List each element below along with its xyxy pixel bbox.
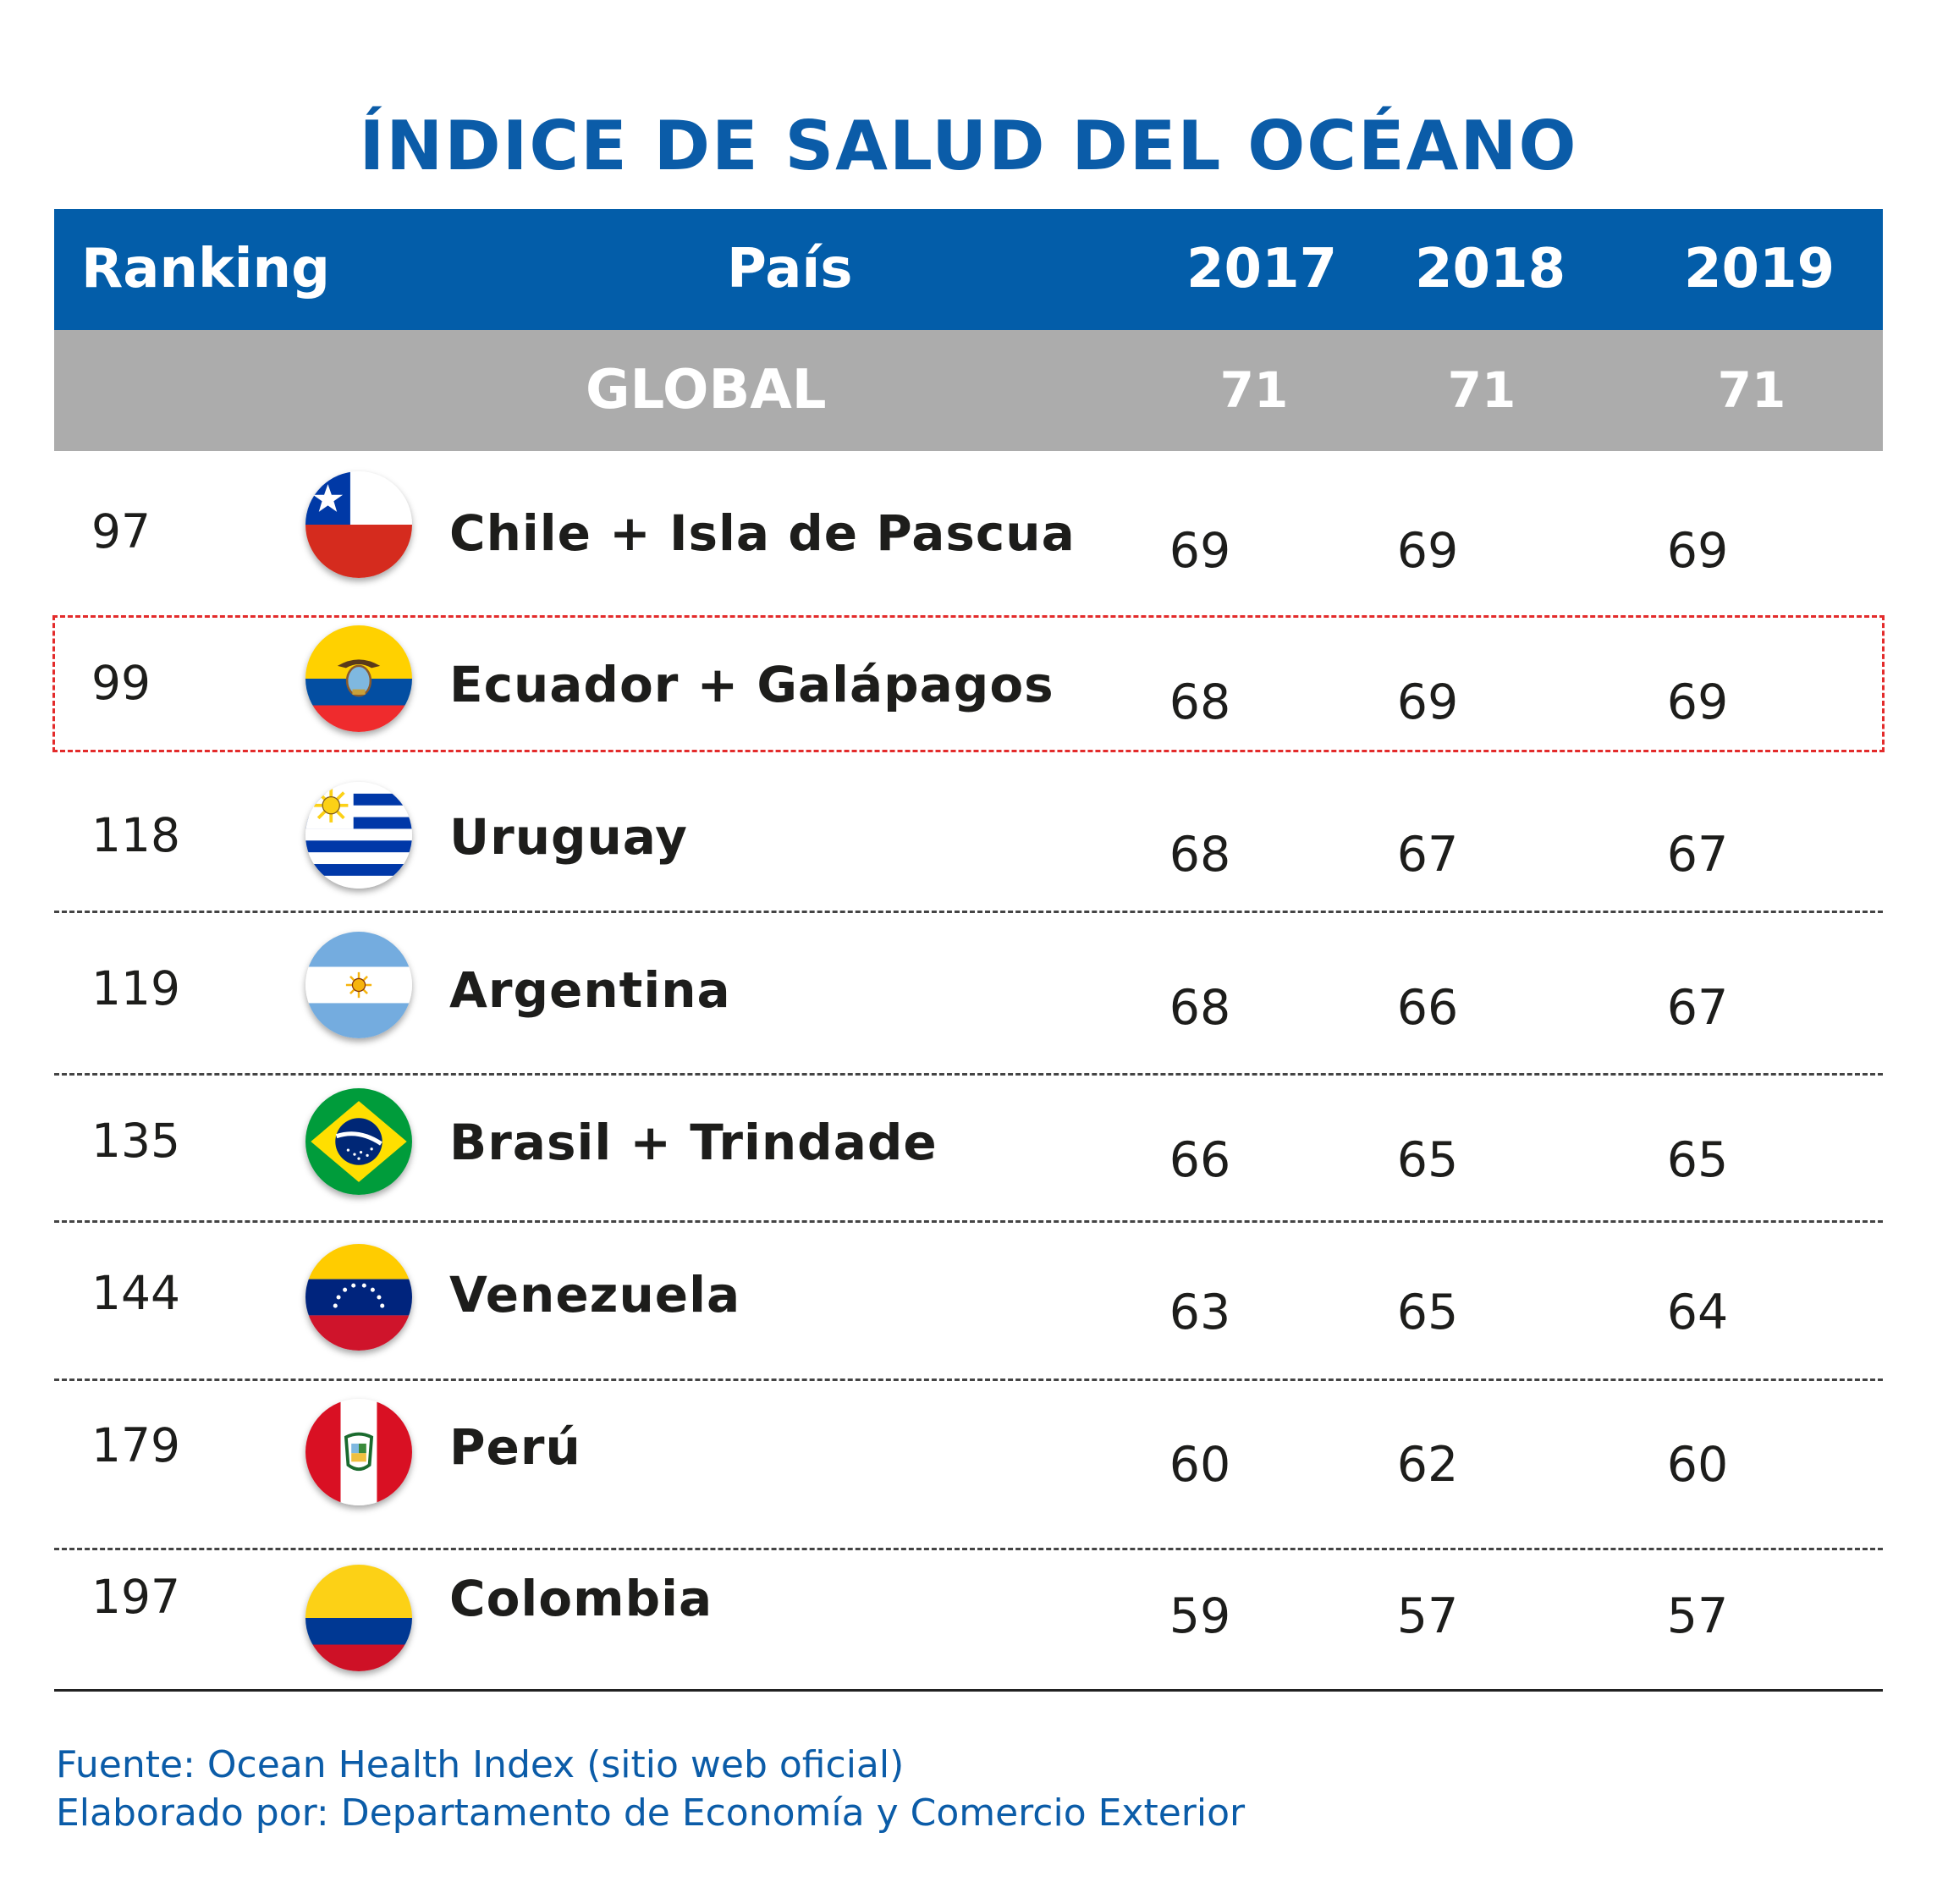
venezuela-flag-icon xyxy=(305,1244,412,1351)
value-cell-2018: 65 xyxy=(1396,1132,1459,1188)
country-cell: Argentina xyxy=(449,961,731,1019)
rank-cell: 119 xyxy=(91,961,180,1015)
ecuador-flag-icon xyxy=(305,625,412,732)
column-header-2019: 2019 xyxy=(1684,238,1835,300)
row-separator xyxy=(54,911,1883,913)
footer-author: Elaborado por: Departamento de Economía … xyxy=(56,1791,1246,1835)
footer-source: Fuente: Ocean Health Index (sitio web of… xyxy=(56,1743,905,1786)
column-header-country: País xyxy=(727,238,853,300)
country-cell: Brasil + Trindade xyxy=(449,1114,938,1171)
column-header-ranking: Ranking xyxy=(81,238,330,300)
ecuador-highlight-box xyxy=(52,615,1885,752)
rank-cell: 99 xyxy=(91,656,151,710)
value-cell-2018: 69 xyxy=(1396,674,1459,730)
peru-flag-icon xyxy=(305,1399,412,1505)
value-cell-2017: 59 xyxy=(1169,1588,1231,1644)
value-cell-2017: 68 xyxy=(1169,827,1231,883)
brazil-flag-icon xyxy=(305,1088,412,1195)
value-cell-2019: 69 xyxy=(1666,674,1729,730)
uruguay-flag-icon xyxy=(305,782,412,889)
global-value-2017: 71 xyxy=(1219,361,1289,419)
country-cell: Venezuela xyxy=(449,1266,741,1323)
value-cell-2018: 66 xyxy=(1396,980,1459,1036)
row-separator xyxy=(54,1073,1883,1076)
value-cell-2019: 64 xyxy=(1666,1285,1729,1340)
table-bottom-rule xyxy=(54,1689,1883,1692)
value-cell-2018: 69 xyxy=(1396,523,1459,579)
rank-cell: 118 xyxy=(91,808,180,862)
global-value-2019: 71 xyxy=(1717,361,1786,419)
value-cell-2019: 67 xyxy=(1666,827,1729,883)
rank-cell: 135 xyxy=(91,1114,180,1168)
value-cell-2018: 62 xyxy=(1396,1437,1459,1493)
value-cell-2017: 68 xyxy=(1169,674,1231,730)
country-cell: Chile + Isla de Pascua xyxy=(449,504,1076,562)
country-cell: Uruguay xyxy=(449,808,688,866)
value-cell-2019: 69 xyxy=(1666,523,1729,579)
country-cell: Ecuador + Galápagos xyxy=(449,656,1054,713)
argentina-flag-icon xyxy=(305,932,412,1038)
country-cell: Perú xyxy=(449,1418,581,1476)
rank-cell: 144 xyxy=(91,1266,180,1320)
value-cell-2019: 57 xyxy=(1666,1588,1729,1644)
value-cell-2018: 65 xyxy=(1396,1285,1459,1340)
row-separator xyxy=(54,1378,1883,1381)
global-value-2018: 71 xyxy=(1447,361,1516,419)
global-row: GLOBAL 71 71 71 xyxy=(54,330,1883,451)
value-cell-2018: 67 xyxy=(1396,827,1459,883)
column-header-2017: 2017 xyxy=(1186,238,1338,300)
column-header-2018: 2018 xyxy=(1415,238,1566,300)
value-cell-2017: 60 xyxy=(1169,1437,1231,1493)
rank-cell: 197 xyxy=(91,1570,180,1624)
rank-cell: 97 xyxy=(91,504,151,559)
value-cell-2017: 66 xyxy=(1169,1132,1231,1188)
rank-cell: 179 xyxy=(91,1418,180,1472)
table-header: Ranking País 2017 2018 2019 xyxy=(54,209,1883,330)
value-cell-2019: 65 xyxy=(1666,1132,1729,1188)
row-separator xyxy=(54,1548,1883,1550)
value-cell-2018: 57 xyxy=(1396,1588,1459,1644)
value-cell-2019: 67 xyxy=(1666,980,1729,1036)
value-cell-2017: 63 xyxy=(1169,1285,1231,1340)
value-cell-2019: 60 xyxy=(1666,1437,1729,1493)
global-label: GLOBAL xyxy=(586,359,827,421)
country-cell: Colombia xyxy=(449,1570,713,1627)
row-separator xyxy=(54,1220,1883,1223)
chile-flag-icon xyxy=(305,471,412,578)
value-cell-2017: 69 xyxy=(1169,523,1231,579)
value-cell-2017: 68 xyxy=(1169,980,1231,1036)
chart-title: ÍNDICE DE SALUD DEL OCÉANO xyxy=(359,107,1578,185)
colombia-flag-icon xyxy=(305,1565,412,1671)
